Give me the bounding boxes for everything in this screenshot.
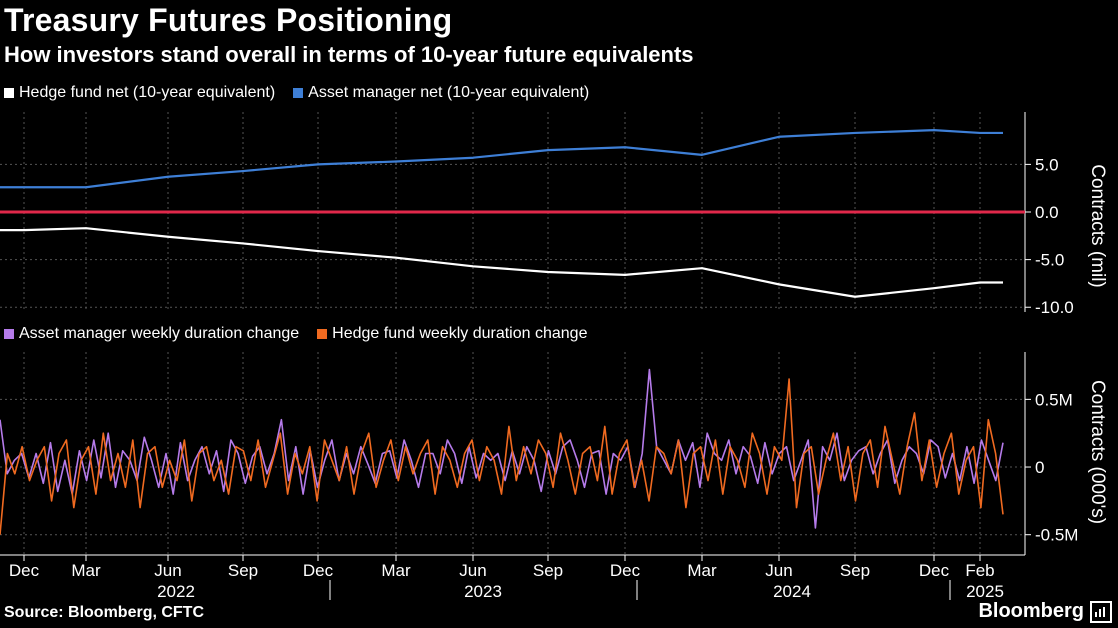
legend-swatch-asset-weekly: [4, 329, 14, 339]
x-axis: Dec Mar Jun Sep Dec Mar Jun Sep Dec Mar Jun Sep Dec F…: [0, 554, 1025, 601]
bottom-panel: 0.5M 0 -0.5M Contracts (000's): [0, 352, 1108, 555]
x-year-label: 2025: [966, 582, 1004, 601]
x-month-label: Jun: [459, 561, 486, 580]
y-tick-label: -10.0: [1035, 298, 1074, 317]
x-month-label: Dec: [9, 561, 40, 580]
series-line-weekly-1: [0, 378, 1004, 535]
legend-label-hedge-net: Hedge fund net (10-year equivalent): [19, 84, 276, 101]
y-tick-label: -0.5M: [1035, 526, 1078, 545]
series-line-1: [0, 128, 1003, 189]
legend-label-hedge-weekly: Hedge fund weekly duration change: [332, 325, 588, 342]
legend-swatch-asset-net: [293, 88, 304, 98]
x-month-label: Feb: [965, 561, 994, 580]
series-line-weekly-0: [0, 368, 1004, 529]
y-tick-label: 0: [1035, 458, 1044, 477]
x-month-label: Mar: [381, 561, 411, 580]
legend-swatch-hedge-weekly: [317, 329, 328, 339]
terminal-icon: [1090, 600, 1112, 623]
chart-subtitle: How investors stand overall in terms of …: [4, 42, 694, 67]
y-tick-label: 5.0: [1035, 155, 1059, 174]
x-month-label: Dec: [303, 561, 334, 580]
brand-logo: Bloomberg: [978, 600, 1112, 623]
x-month-label: Sep: [533, 561, 563, 580]
legend-hedge-weekly: Hedge fund weekly duration change: [317, 325, 587, 343]
source-note: Source: Bloomberg, CFTC: [4, 604, 205, 621]
top-panel: 5.0 0.0 -5.0 -10.0 Contracts (mil): [0, 112, 1108, 317]
x-year-label: 2023: [464, 582, 502, 601]
x-month-label: Sep: [228, 561, 258, 580]
legend-swatch-hedge-net: [4, 88, 14, 98]
chart-title: Treasury Futures Positioning: [4, 2, 453, 38]
x-year-label: 2024: [773, 582, 811, 601]
series-line-0: [0, 227, 1003, 298]
x-month-label: Jun: [765, 561, 792, 580]
legend-label-asset-net: Asset manager net (10-year equivalent): [308, 84, 590, 101]
x-month-label: Dec: [919, 561, 950, 580]
brand-name: Bloomberg: [978, 600, 1084, 622]
legend-asset-weekly: Asset manager weekly duration change: [4, 325, 299, 343]
y-tick-label: 0.5M: [1035, 390, 1073, 409]
x-month-label: Jun: [154, 561, 181, 580]
legend-label-asset-weekly: Asset manager weekly duration change: [19, 325, 300, 342]
x-month-label: Mar: [687, 561, 717, 580]
x-month-label: Mar: [71, 561, 101, 580]
x-year-label: 2022: [157, 582, 195, 601]
legend-hedge-net: Hedge fund net (10-year equivalent): [4, 84, 275, 102]
y-tick-label: 0.0: [1035, 203, 1059, 222]
x-month-label: Dec: [610, 561, 641, 580]
legend-asset-net: Asset manager net (10-year equivalent): [293, 84, 589, 102]
y-axis-label: Contracts (mil): [1087, 164, 1108, 288]
x-month-label: Sep: [840, 561, 870, 580]
bottom-legend: Asset manager weekly duration change Hed…: [4, 325, 587, 343]
y-tick-label: -5.0: [1035, 251, 1064, 270]
y-axis-label: Contracts (000's): [1087, 380, 1108, 524]
top-legend: Hedge fund net (10-year equivalent) Asse…: [4, 84, 589, 102]
